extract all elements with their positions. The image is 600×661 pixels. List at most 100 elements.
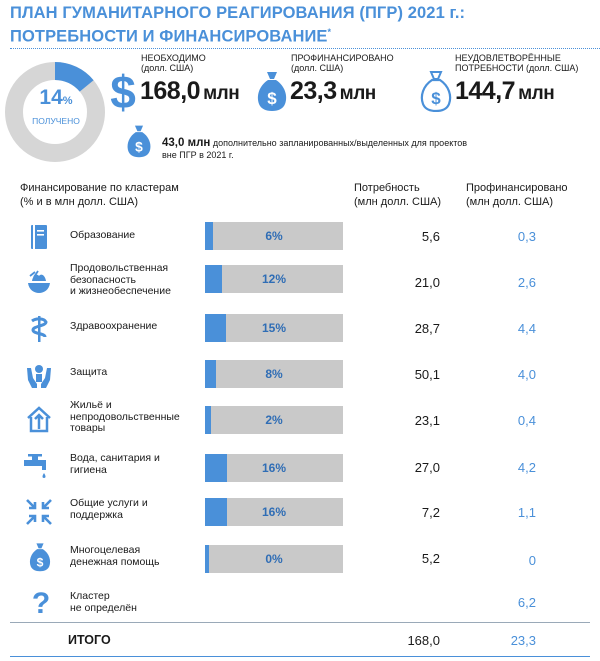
- funding-bar-percent: 15%: [261, 321, 287, 335]
- funded-value: 4,2: [517, 460, 536, 475]
- funded-caption-2: (долл. США): [291, 63, 344, 73]
- cluster-row: Образование 6% 5,6 0,3: [0, 220, 600, 254]
- need-header: Потребность (млн долл. США): [354, 181, 441, 209]
- svg-text:$: $: [135, 140, 143, 155]
- row-label: Вода, санитария и гигиена: [70, 452, 160, 476]
- cluster-header-1: Финансирование по кластерам: [20, 182, 179, 194]
- total-need: 168,0: [407, 633, 440, 648]
- row-label-line: денежная помощь: [70, 555, 160, 568]
- row-label-line: Защита: [70, 366, 108, 378]
- unmet-caption-1: НЕУДОВЛЕТВОРЁННЫЕ: [455, 53, 561, 63]
- funding-bar-percent: 2%: [265, 413, 283, 427]
- need-value: 7,2: [421, 505, 440, 520]
- protection-hands-icon: [27, 365, 51, 388]
- funded-amount: 23,3 млн: [290, 77, 376, 106]
- cluster-row: Здравоохранение 15% 28,7 4,4: [0, 312, 600, 346]
- funding-bar-percent: 0%: [265, 552, 283, 566]
- unmet-value: 144,7: [455, 77, 516, 105]
- need-header-1: Потребность: [354, 182, 420, 194]
- cluster-header-2: (% и в млн долл. США): [20, 196, 138, 208]
- funded-header: Профинансировано (млн долл. США): [466, 181, 568, 209]
- required-unit: млн: [203, 83, 240, 104]
- funding-bar-percent: 16%: [261, 505, 287, 519]
- funding-bar-fill: [205, 314, 226, 342]
- funding-bar-percent: 12%: [261, 272, 287, 286]
- need-value: 23,1: [414, 413, 440, 428]
- education-book-icon: [31, 225, 47, 249]
- unmet-caption: НЕУДОВЛЕТВОРЁННЫЕ ПОТРЕБНОСТИ (долл. США…: [455, 53, 578, 73]
- page-title: ПЛАН ГУМАНИТАРНОГО РЕАГИРОВАНИЯ (ПГР) 20…: [10, 4, 465, 47]
- row-label-line: непродовольственные: [70, 410, 180, 423]
- total-label: ИТОГО: [68, 633, 111, 647]
- funded-value: 6,2: [517, 595, 536, 610]
- extra-text-1: дополнительно запланированных/выделенных…: [212, 138, 468, 148]
- funded-value: 0,3: [517, 229, 536, 244]
- funding-bar: 0%: [205, 545, 343, 573]
- need-value: 21,0: [414, 275, 440, 290]
- funded-value: 0,4: [517, 413, 536, 428]
- row-label-line: не определён: [70, 601, 137, 614]
- title-line-2-wrap: ПОТРЕБНОСТИ И ФИНАНСИРОВАНИЕ*: [10, 23, 465, 47]
- donut-percent: 14%: [30, 86, 82, 110]
- required-caption: НЕОБХОДИМО (долл. США): [141, 53, 206, 73]
- extra-line-1-wrap: 43,0 млн дополнительно запланированных/в…: [162, 137, 467, 149]
- row-label-line: безопасность: [70, 273, 136, 286]
- footnote-mark: *: [327, 27, 332, 37]
- row-label: Жильё и непродовольственные товары: [70, 399, 180, 435]
- food-bowl-icon: [28, 270, 50, 293]
- svg-text:$: $: [37, 555, 44, 569]
- row-label: Образование: [70, 229, 135, 242]
- svg-text:?: ?: [32, 588, 50, 618]
- row-label: Общие услуги и поддержка: [70, 497, 148, 521]
- row-label-line: и жизнеобеспечение: [70, 285, 171, 297]
- funded-value: 2,6: [517, 275, 536, 290]
- funding-bar: 6%: [205, 222, 343, 250]
- water-tap-icon: [24, 454, 46, 478]
- unmet-amount: 144,7 млн: [455, 77, 555, 106]
- need-value: 27,0: [414, 460, 440, 475]
- funding-bar-fill: [205, 498, 228, 526]
- funding-donut-chart: [5, 62, 105, 162]
- funded-unit: млн: [339, 83, 377, 104]
- row-label-line: Вода, санитария и: [70, 452, 160, 464]
- funding-bar-fill: [205, 222, 214, 250]
- funded-value: 1,1: [517, 505, 536, 520]
- funding-bar: 2%: [205, 406, 343, 434]
- funding-bar-percent: 16%: [261, 461, 287, 475]
- funded-caption: ПРОФИНАНСИРОВАНО (долл. США): [291, 53, 394, 73]
- cluster-row: Вода, санитария и гигиена 16% 27,0 4,2: [0, 451, 600, 485]
- title-divider: [10, 48, 600, 49]
- unmet-unit: млн: [518, 83, 555, 104]
- funded-header-1: Профинансировано: [466, 182, 568, 194]
- donut-percent-value: 14: [39, 86, 63, 109]
- cluster-row: ? Кластер не определён 6,2: [0, 588, 600, 620]
- funding-bar: 16%: [205, 498, 343, 526]
- row-label-line: Кластер: [70, 590, 110, 602]
- cluster-row: Защита 8% 50,1 4,0: [0, 358, 600, 392]
- row-label-line: Многоцелевая: [70, 544, 141, 556]
- row-label: Здравоохранение: [70, 320, 157, 333]
- cluster-row: Продовольственная безопасность и жизнеоб…: [0, 262, 600, 303]
- total-funded: 23,3: [510, 633, 536, 648]
- donut-funded-arc: [5, 62, 105, 162]
- extra-amount: 43,0 млн: [162, 137, 211, 149]
- dollar-sign-icon: $: [110, 68, 136, 114]
- row-label: Продовольственная безопасность и жизнеоб…: [70, 262, 171, 298]
- row-label-line: поддержка: [70, 508, 123, 521]
- row-label-line: Общие услуги и: [70, 497, 148, 509]
- cluster-row: Жильё и непродовольственные товары 2% 23…: [0, 399, 600, 440]
- row-label: Многоцелевая денежная помощь: [70, 544, 160, 568]
- money-bag-outline-icon: $: [420, 71, 452, 112]
- cash-bag-icon: $: [29, 543, 51, 572]
- row-label-line: товары: [70, 422, 106, 434]
- funding-bar-percent: 8%: [265, 367, 283, 381]
- title-line-2: ПОТРЕБНОСТИ И ФИНАНСИРОВАНИЕ: [10, 27, 328, 46]
- funding-bar: 16%: [205, 454, 343, 482]
- funded-value: 23,3: [290, 77, 337, 105]
- svg-text:$: $: [267, 89, 277, 108]
- cluster-row: $ Многоцелевая денежная помощь 0% 5,2 0: [0, 541, 600, 575]
- funded-header-2: (млн долл. США): [466, 196, 554, 208]
- extra-text-2: вне ПГР в 2021 г.: [162, 150, 234, 160]
- total-divider: [10, 622, 590, 623]
- funding-bar-percent: 6%: [265, 229, 283, 243]
